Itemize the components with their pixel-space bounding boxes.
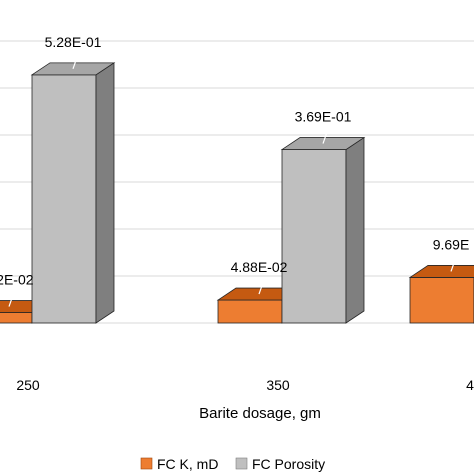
bar-fc-porosity-250 [30,62,116,324]
legend-label-fc-porosity: FC Porosity [252,456,325,472]
bar-front [281,149,347,324]
bar-front [0,312,33,324]
bar-side [345,136,365,324]
x-tick-labels: 250 350 4 [16,377,474,393]
bar-top [408,265,474,278]
bar-front [217,299,283,324]
bar-fc-k-md-4 [408,265,474,324]
data-labels: .22E-02 5.28E-01 4.88E-02 3.69E-01 9.69E [0,34,469,307]
data-label-leader [450,254,458,272]
bar-front [31,74,97,324]
data-label: .22E-02 [0,272,34,288]
bar-front [409,277,474,324]
x-tick-label: 350 [266,377,290,393]
x-axis-title: Barite dosage, gm [199,405,321,422]
x-tick-label: 250 [16,377,40,393]
legend-swatch-fc-k [140,457,153,470]
data-label-leader [8,289,16,307]
x-tick-label: 4 [466,377,474,393]
legend-swatch-fc-porosity [235,457,248,470]
bars [0,62,474,324]
data-label-leader [72,51,80,70]
data-label: 4.88E-02 [231,259,288,275]
legend: FC K, mD FC Porosity [140,456,325,472]
data-label-leader [258,276,266,295]
data-label: 5.28E-01 [45,34,102,50]
bar-fc-porosity-350 [280,136,366,324]
data-label: 3.69E-01 [295,109,352,125]
bar-side [95,62,115,324]
data-label: 9.69E [433,236,470,252]
data-label-leader [322,126,330,144]
legend-label-fc-k: FC K, mD [157,456,218,472]
